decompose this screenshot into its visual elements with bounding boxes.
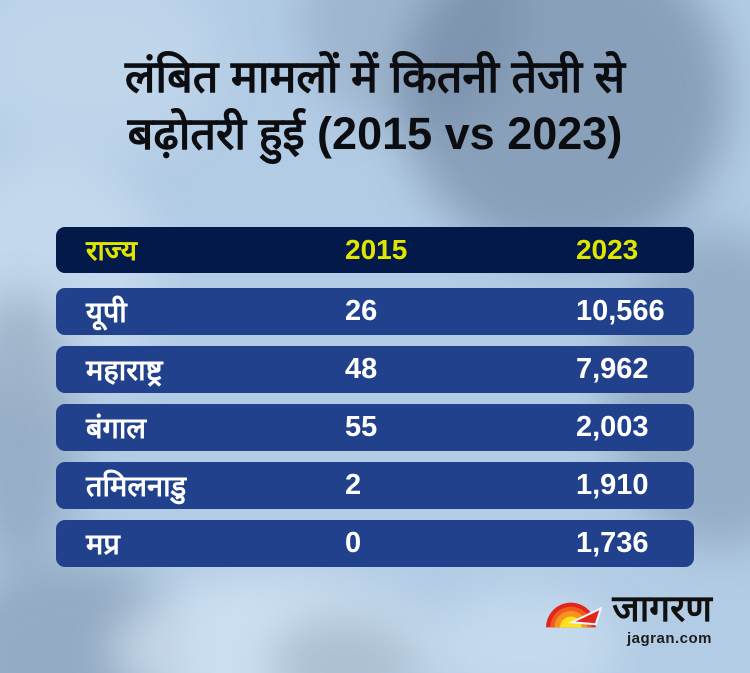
brand-text: जागरण jagran.com (612, 590, 712, 647)
table-row: तमिलनाडु 2 1,910 (56, 462, 694, 509)
header-state: राज्य (86, 235, 137, 266)
cell-2015: 0 (345, 527, 362, 559)
cell-state: तमिलनाडु (86, 471, 187, 503)
title-line-2: बढ़ोतरी हुई (2015 vs 2023) (127, 108, 623, 160)
table-row: महाराष्ट्र 48 7,962 (56, 346, 694, 393)
cell-2023: 1,736 (575, 527, 649, 559)
header-2015: 2015 (345, 234, 408, 265)
cell-2023: 2,003 (575, 411, 649, 443)
background-blob (430, 590, 620, 673)
page-title: लंबित मामलों में कितनी तेजी से बढ़ोतरी हु… (0, 48, 750, 162)
cell-state: मप्र (86, 529, 120, 561)
jagran-sun-icon (546, 602, 603, 627)
cell-2023: 10,566 (575, 295, 665, 327)
cell-2015: 48 (345, 353, 378, 385)
cell-2015: 26 (345, 295, 378, 327)
brand-site-url: jagran.com (626, 630, 712, 647)
cell-2015: 2 (345, 469, 362, 501)
header-2023: 2023 (575, 234, 639, 265)
background-silhouette (400, 0, 730, 260)
cell-state: बंगाल (86, 413, 147, 445)
cell-2023: 7,962 (575, 353, 649, 385)
table-row: मप्र 0 1,736 (56, 520, 694, 567)
cell-state: यूपी (86, 297, 127, 329)
brand-name: जागरण (612, 588, 712, 629)
brand-logo: जागरण jagran.com (544, 590, 712, 647)
cell-2015: 55 (345, 411, 378, 443)
data-table: राज्य 2015 2023 यूपी 26 10,566 महाराष्ट्… (56, 227, 694, 578)
table-header-row: राज्य 2015 2023 (56, 227, 694, 273)
title-line-1: लंबित मामलों में कितनी तेजी से (124, 51, 626, 102)
table-row: यूपी 26 10,566 (56, 288, 694, 335)
cell-2023: 1,910 (575, 469, 649, 501)
table-row: बंगाल 55 2,003 (56, 404, 694, 451)
cell-state: महाराष्ट्र (86, 355, 163, 387)
